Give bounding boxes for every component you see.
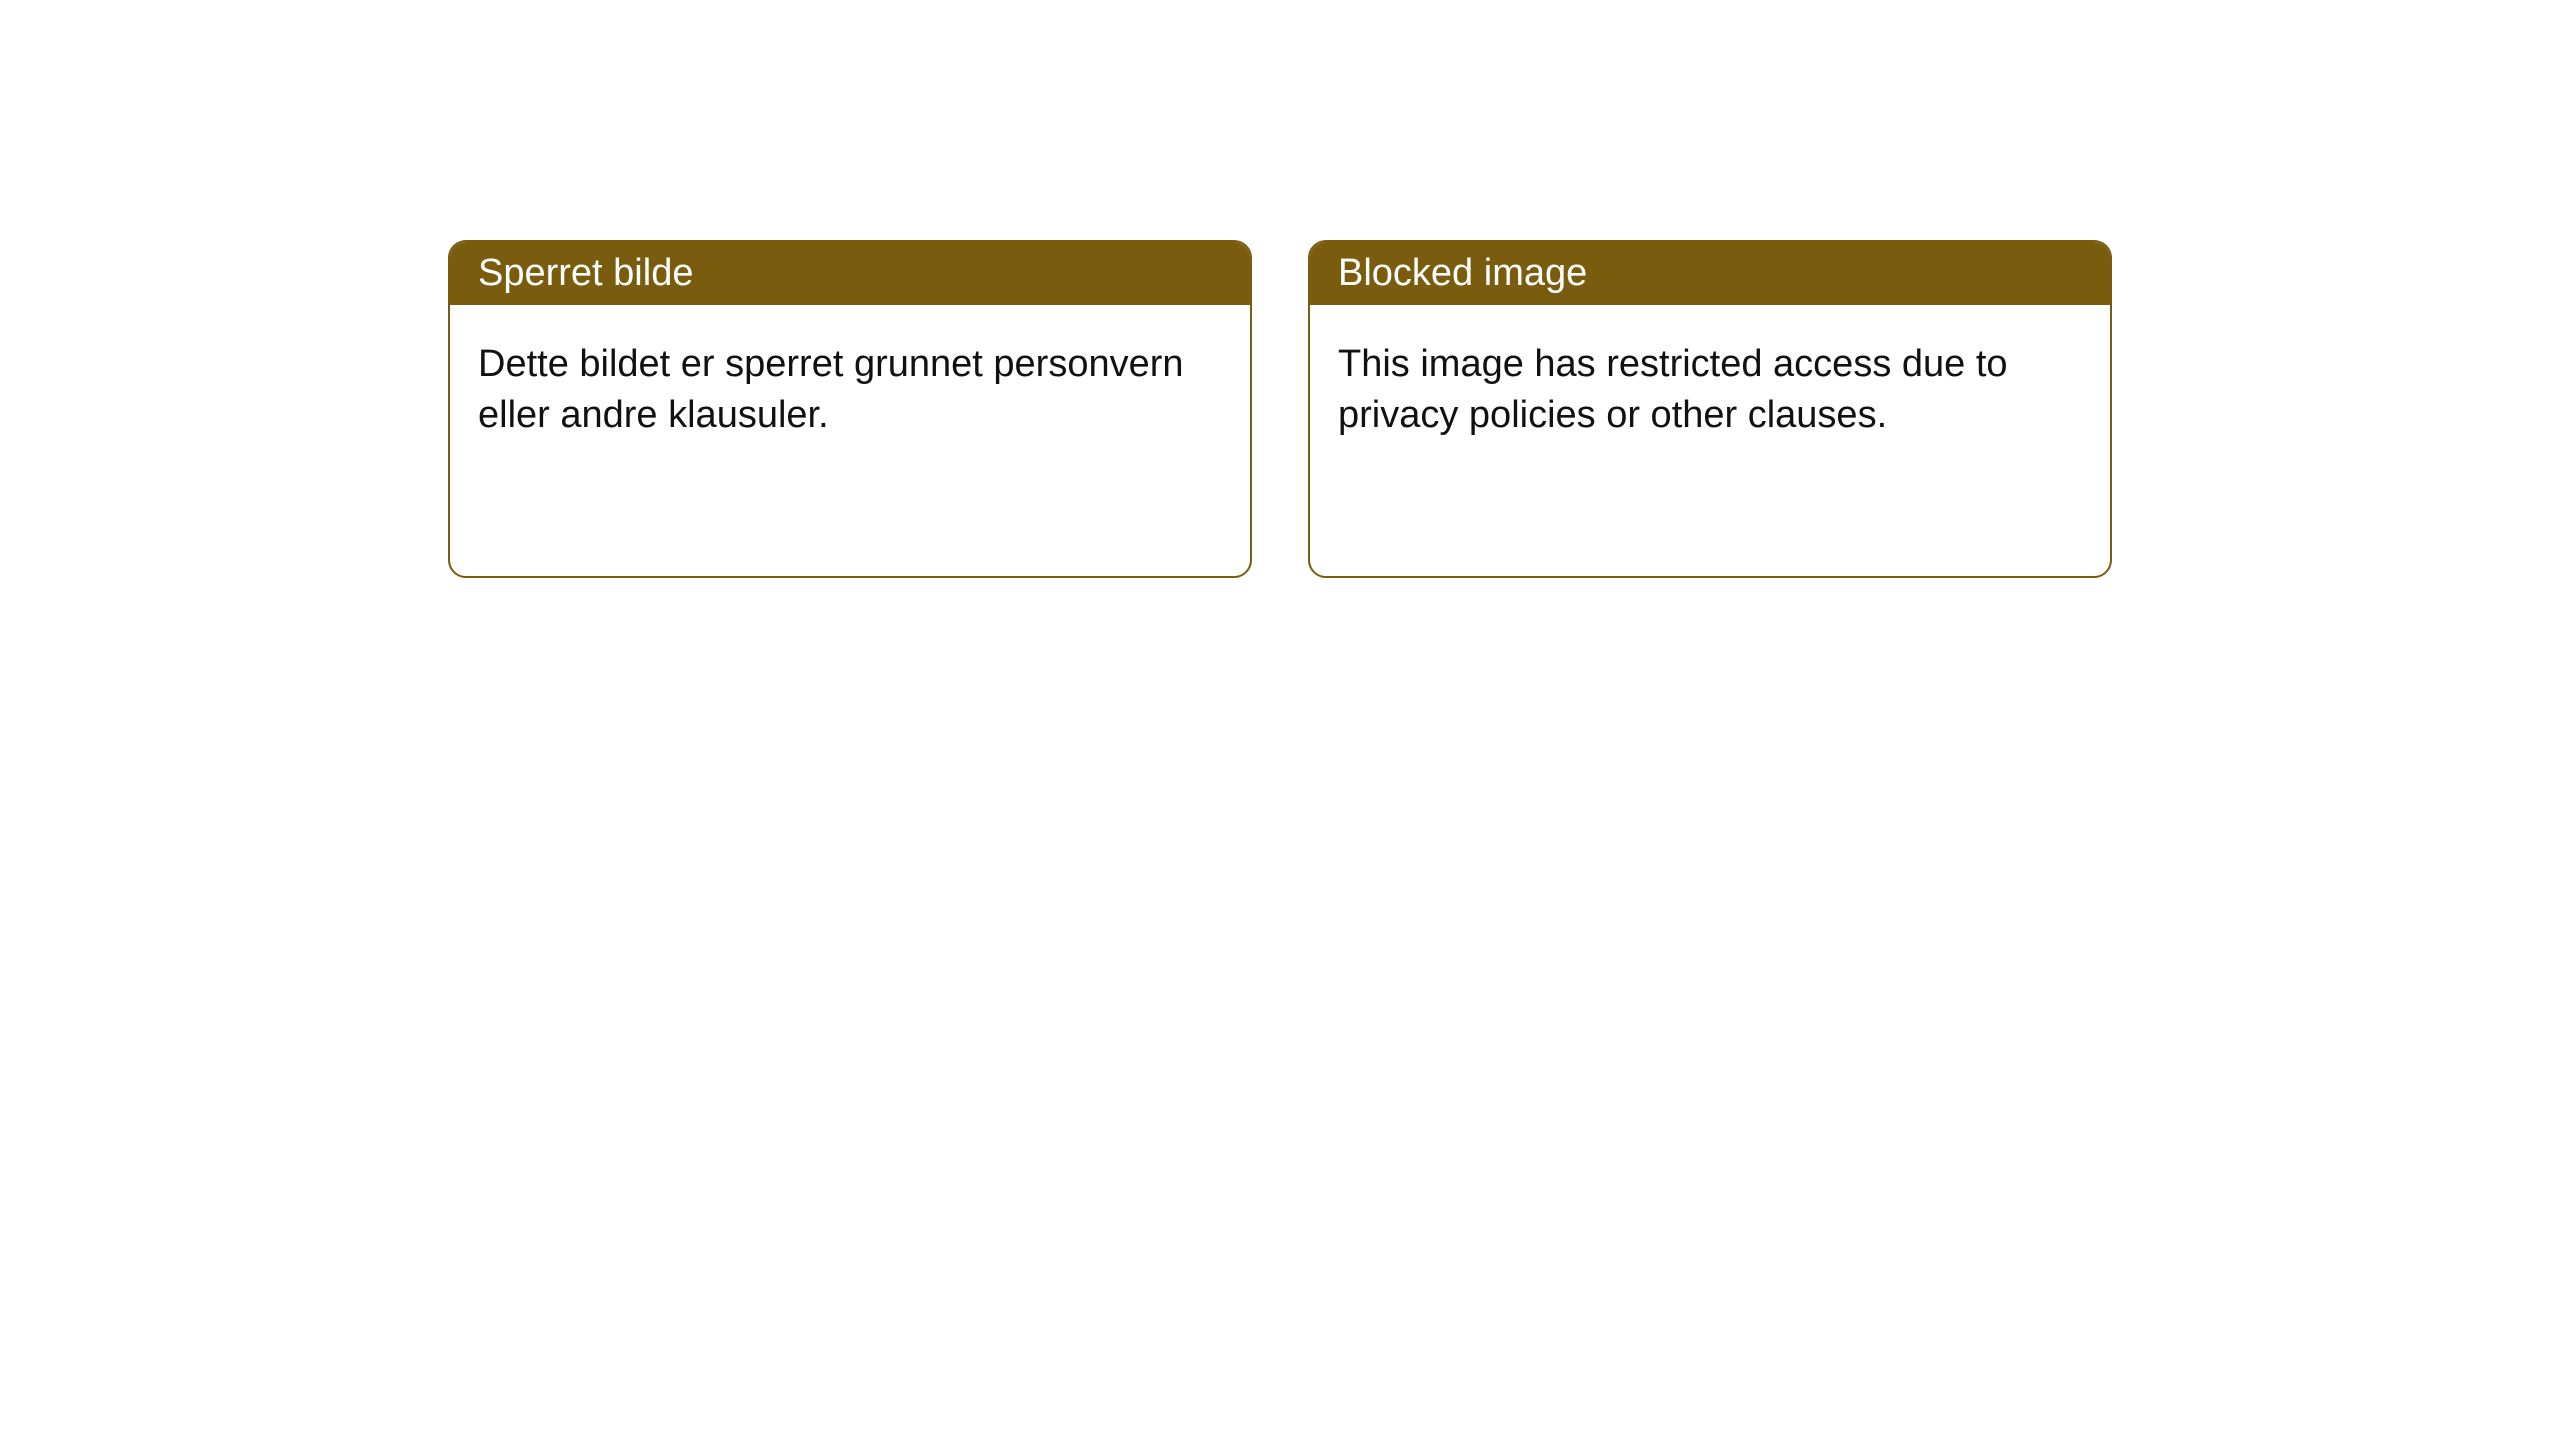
notice-cards-container: Sperret bilde Dette bildet er sperret gr…	[0, 0, 2560, 578]
blocked-image-card-en: Blocked image This image has restricted …	[1308, 240, 2112, 578]
card-body: Dette bildet er sperret grunnet personve…	[450, 305, 1250, 476]
card-title: Sperret bilde	[478, 252, 693, 294]
card-header: Blocked image	[1310, 242, 2110, 305]
card-title: Blocked image	[1338, 252, 1587, 294]
card-body-text: Dette bildet er sperret grunnet personve…	[478, 343, 1184, 436]
blocked-image-card-no: Sperret bilde Dette bildet er sperret gr…	[448, 240, 1252, 578]
card-body: This image has restricted access due to …	[1310, 305, 2110, 476]
card-body-text: This image has restricted access due to …	[1338, 343, 2008, 436]
card-header: Sperret bilde	[450, 242, 1250, 305]
